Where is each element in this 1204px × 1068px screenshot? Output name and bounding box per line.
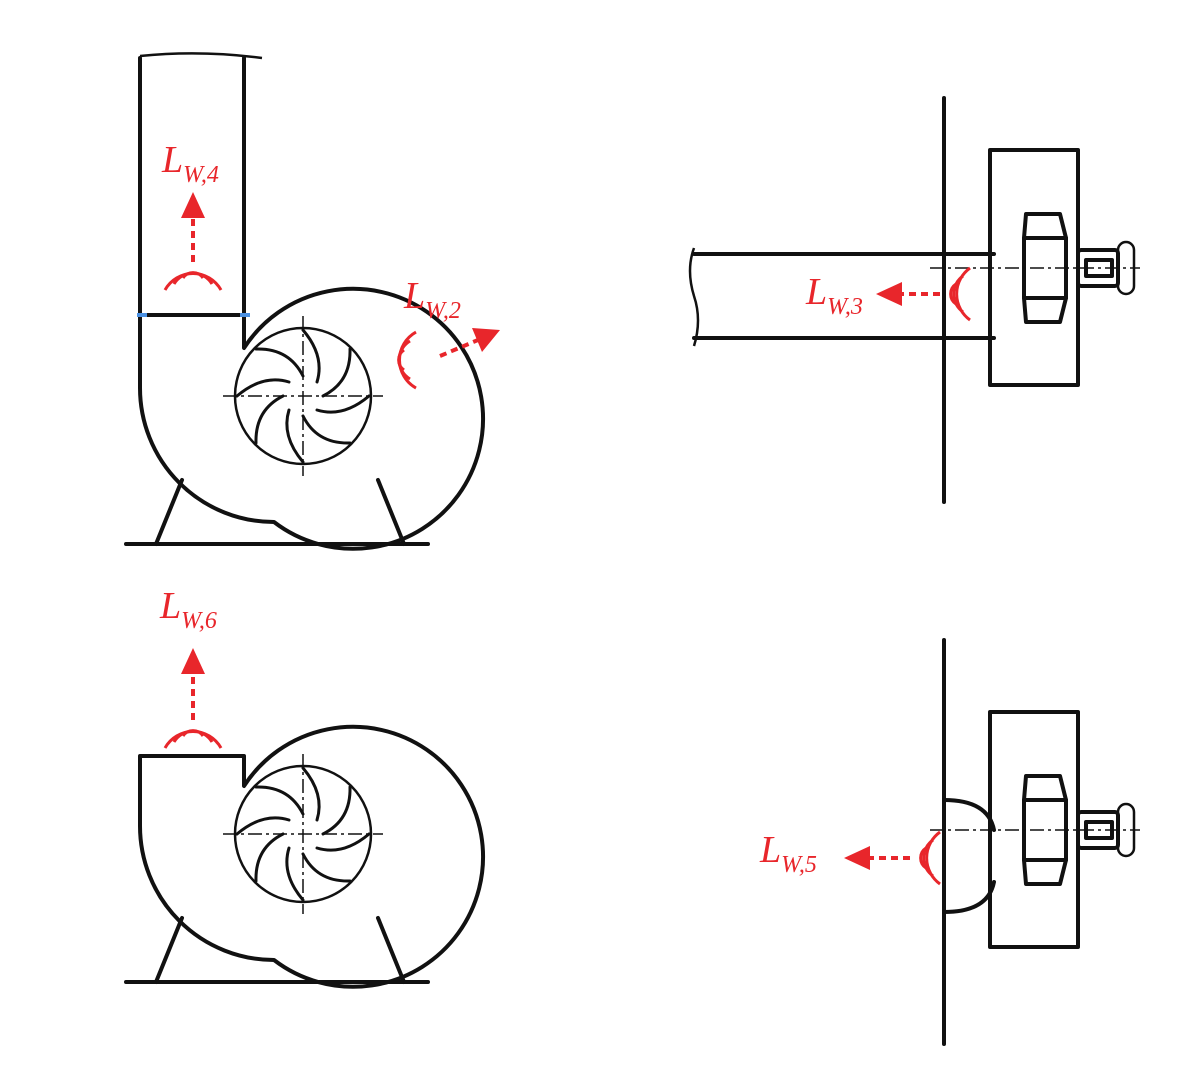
emission-arrow-lw4: [163, 192, 223, 292]
fan-ducted-outlet: [124, 52, 485, 551]
label-lw3: LW,3: [805, 271, 863, 320]
wall-fan-ducted-inlet: [688, 96, 1142, 504]
label-lw4: LW,4: [161, 139, 219, 188]
fan-free-outlet: [124, 724, 485, 989]
label-lw2: LW,2: [403, 275, 461, 324]
emission-arrow-lw5: [844, 830, 942, 886]
wall-fan-free-inlet: [928, 638, 1142, 1046]
emission-arrow-lw2: [397, 328, 500, 390]
label-lw6: LW,6: [159, 585, 217, 634]
emission-arrow-lw3: [876, 266, 972, 322]
emission-arrow-lw6: [163, 648, 223, 750]
label-lw5: LW,5: [759, 829, 817, 878]
